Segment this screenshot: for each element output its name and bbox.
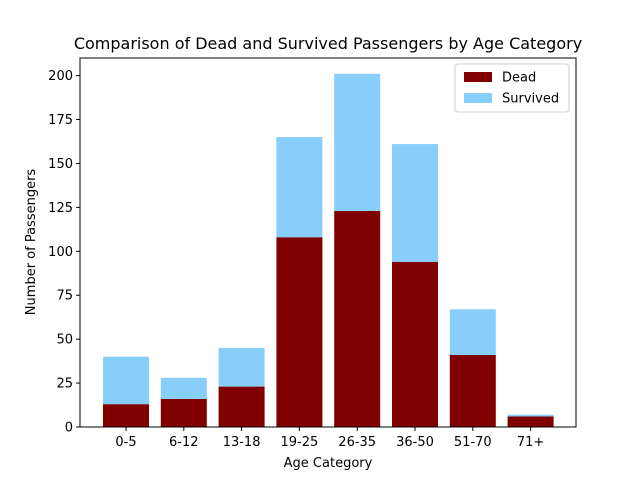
bar-survived-36-50	[392, 144, 438, 262]
bar-dead-71+	[507, 416, 554, 427]
bar-survived-13-18	[218, 347, 265, 387]
y-tick-label: 150	[48, 157, 73, 172]
x-tick-label-6-12: 6-12	[169, 435, 199, 450]
y-tick-label: 25	[56, 377, 73, 392]
x-tick-label-0-5: 0-5	[115, 435, 136, 450]
y-tick-label: 200	[48, 69, 73, 84]
bar-survived-26-35	[334, 73, 381, 211]
legend: Dead Survived	[454, 63, 570, 113]
legend-swatch-dead	[464, 72, 492, 82]
y-tick-label: 175	[48, 113, 73, 128]
bar-survived-71+	[507, 414, 554, 417]
x-tick-label-19-25: 19-25	[281, 435, 319, 450]
chart-title: Comparison of Dead and Survived Passenge…	[74, 34, 582, 53]
bar-dead-13-18	[218, 386, 265, 427]
y-axis-label: Number of Passengers	[24, 169, 39, 316]
bar-dead-6-12	[160, 398, 207, 427]
x-tick-label-36-50: 36-50	[396, 435, 434, 450]
plot-frame	[79, 57, 577, 428]
legend-label-dead: Dead	[502, 71, 536, 86]
y-tick-label: 100	[48, 245, 73, 260]
bars-group	[103, 73, 554, 427]
bar-dead-51-70	[449, 354, 496, 427]
y-tick-label: 50	[56, 333, 73, 348]
y-tick-label: 75	[56, 289, 73, 304]
y-tick-label: 0	[65, 421, 73, 436]
bar-survived-6-12	[160, 377, 207, 399]
x-tick-label-26-35: 26-35	[338, 435, 376, 450]
bar-survived-0-5	[103, 356, 149, 405]
legend-swatch-survived	[464, 93, 492, 103]
bar-survived-51-70	[449, 309, 496, 355]
bar-dead-26-35	[334, 210, 381, 427]
axes-group: 0 25 50 75 100 125 150 175 200 0-5 6-12 13-18 19-25 2…	[48, 57, 577, 450]
legend-label-survived: Survived	[502, 92, 559, 107]
bar-dead-36-50	[392, 261, 438, 427]
y-tick-label: 125	[48, 201, 73, 216]
x-tick-label-71+: 71+	[517, 435, 544, 450]
bar-dead-0-5	[103, 404, 149, 427]
x-tick-label-51-70: 51-70	[454, 435, 492, 450]
x-tick-label-13-18: 13-18	[223, 435, 261, 450]
bar-dead-19-25	[276, 237, 323, 427]
x-axis-label: Age Category	[284, 456, 373, 471]
bar-survived-19-25	[276, 137, 323, 238]
